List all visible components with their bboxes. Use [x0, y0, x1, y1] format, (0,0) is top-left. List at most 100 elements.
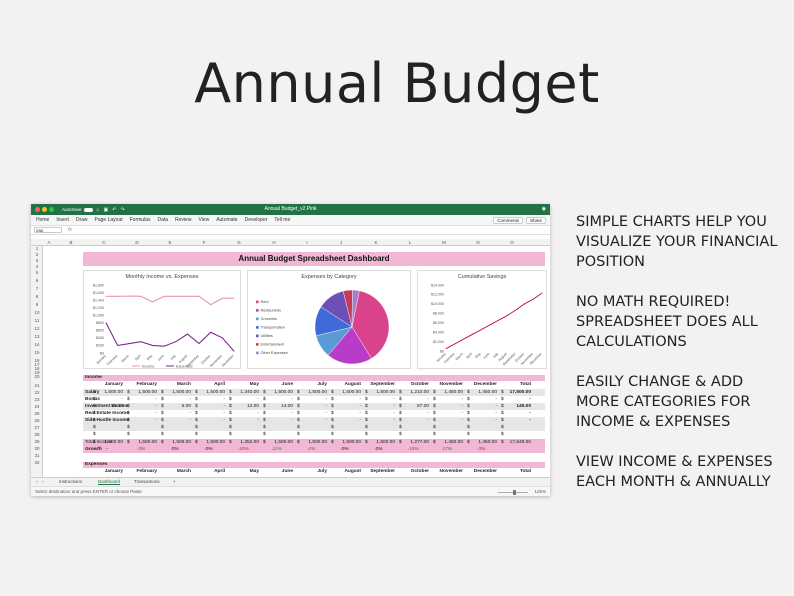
table-cell[interactable]: 1,506.00: [172, 440, 191, 445]
table-cell[interactable]: -: [325, 397, 327, 402]
table-cell[interactable]: -: [223, 418, 225, 423]
table-cell[interactable]: -: [427, 397, 429, 402]
tab-draw[interactable]: Draw: [75, 217, 88, 223]
row-header[interactable]: 17: [34, 362, 40, 367]
row-header[interactable]: 23: [34, 397, 40, 402]
row-header[interactable]: 19: [34, 370, 40, 375]
table-cell[interactable]: 1,500.00: [342, 390, 361, 395]
month-header[interactable]: September: [370, 469, 395, 474]
home-icon[interactable]: ⌂: [96, 206, 100, 213]
cumulative-savings-chart[interactable]: Cumulative Savings $0 $2,000 $4,000 $6,000 $…: [417, 270, 547, 369]
month-header[interactable]: November: [439, 382, 463, 387]
zoom-slider-handle[interactable]: [513, 489, 516, 495]
table-cell[interactable]: -: [359, 397, 361, 402]
table-cell[interactable]: 1,500.00: [308, 390, 327, 395]
comments-button[interactable]: Comments: [493, 217, 523, 224]
month-header[interactable]: December: [473, 382, 497, 387]
table-cell[interactable]: -: [257, 411, 259, 416]
table-cell[interactable]: 1,500.00: [138, 390, 157, 395]
table-cell[interactable]: 1,500.00: [308, 440, 327, 445]
row-header[interactable]: 15: [34, 350, 40, 355]
tab-formulas[interactable]: Formulas: [129, 217, 151, 223]
table-cell[interactable]: 1,352.00: [240, 440, 259, 445]
table-cell[interactable]: 1,500.00: [172, 390, 191, 395]
table-cell[interactable]: -: [189, 411, 191, 416]
table-cell[interactable]: -3%: [136, 447, 146, 452]
table-cell[interactable]: 11%: [272, 447, 282, 452]
table-cell[interactable]: 1,500.00: [104, 390, 123, 395]
share-button[interactable]: Share: [525, 217, 546, 224]
row-label[interactable]: Side Hustle Income: [85, 418, 130, 423]
month-header[interactable]: January: [104, 382, 123, 387]
row-header[interactable]: 14: [34, 342, 40, 347]
row-header[interactable]: 31: [34, 453, 40, 458]
table-cell[interactable]: 1,500.00: [206, 440, 225, 445]
table-cell[interactable]: 17,500.00: [509, 390, 531, 395]
table-cell[interactable]: 1,500.00: [274, 440, 293, 445]
table-cell[interactable]: -3%: [476, 447, 486, 452]
table-cell[interactable]: 12.00: [246, 404, 259, 409]
row-header[interactable]: 30: [34, 446, 40, 451]
month-header[interactable]: November: [439, 469, 463, 474]
row-header[interactable]: 11: [34, 318, 40, 323]
sheet-tab-instructions[interactable]: Instructions: [59, 479, 83, 484]
column-header[interactable]: B: [69, 240, 73, 245]
table-cell[interactable]: 149.00: [516, 404, 531, 409]
month-header[interactable]: June: [281, 382, 293, 387]
column-header[interactable]: M: [442, 240, 446, 245]
column-header[interactable]: F: [202, 240, 206, 245]
name-box[interactable]: Z88: [34, 227, 62, 233]
month-header[interactable]: April: [214, 382, 225, 387]
row-header[interactable]: 4: [35, 264, 39, 269]
row-label[interactable]: Salary: [85, 390, 100, 395]
column-header[interactable]: C: [102, 240, 106, 245]
table-cell[interactable]: -: [393, 418, 395, 423]
column-header[interactable]: O: [510, 240, 514, 245]
table-cell[interactable]: -: [495, 397, 497, 402]
table-cell[interactable]: -: [495, 411, 497, 416]
table-cell[interactable]: -: [359, 404, 361, 409]
table-cell[interactable]: 1,210.00: [410, 390, 429, 395]
table-cell[interactable]: -: [427, 411, 429, 416]
table-cell[interactable]: -: [427, 418, 429, 423]
table-cell[interactable]: 1,450.00: [444, 390, 463, 395]
tab-view[interactable]: View: [198, 217, 210, 223]
table-cell[interactable]: -: [257, 418, 259, 423]
table-cell[interactable]: -: [393, 404, 395, 409]
table-cell[interactable]: -: [529, 418, 531, 423]
month-header[interactable]: July: [317, 469, 327, 474]
user-icon[interactable]: ◉: [541, 206, 546, 212]
table-cell[interactable]: 1,500.00: [376, 390, 395, 395]
month-header[interactable]: October: [410, 382, 429, 387]
table-cell[interactable]: 1,450.00: [478, 440, 497, 445]
row-header[interactable]: 29: [34, 439, 40, 444]
row-header[interactable]: 5: [35, 270, 39, 275]
row-header[interactable]: 18: [34, 366, 40, 371]
month-header[interactable]: July: [317, 382, 327, 387]
table-cell[interactable]: -: [223, 404, 225, 409]
row-header[interactable]: 26: [34, 418, 40, 423]
month-header[interactable]: February: [136, 382, 157, 387]
table-cell[interactable]: 17%: [442, 447, 452, 452]
table-cell[interactable]: -: [121, 411, 123, 416]
tab-review[interactable]: Review: [175, 217, 192, 223]
table-cell[interactable]: 6.00: [181, 404, 191, 409]
row-header[interactable]: 12: [34, 326, 40, 331]
tab-page-layout[interactable]: Page Layout: [94, 217, 123, 223]
table-cell[interactable]: 0%: [205, 447, 213, 452]
tab-home[interactable]: Home: [36, 217, 50, 223]
month-header[interactable]: Total: [519, 469, 531, 474]
table-cell[interactable]: -: [359, 418, 361, 423]
row-label[interactable]: Total Income: [85, 440, 113, 445]
month-header[interactable]: August: [344, 469, 361, 474]
table-cell[interactable]: -: [461, 397, 463, 402]
table-cell[interactable]: -: [529, 397, 531, 402]
tab-automate[interactable]: Automate: [216, 217, 238, 223]
autosave-toggle[interactable]: [83, 207, 93, 212]
redo-icon[interactable]: ↷: [120, 206, 125, 213]
month-header[interactable]: August: [344, 382, 361, 387]
table-cell[interactable]: -: [155, 397, 157, 402]
next-sheet-icon[interactable]: ›: [42, 479, 44, 484]
table-cell[interactable]: -15%: [407, 447, 419, 452]
table-cell[interactable]: 1,500.00: [206, 390, 225, 395]
